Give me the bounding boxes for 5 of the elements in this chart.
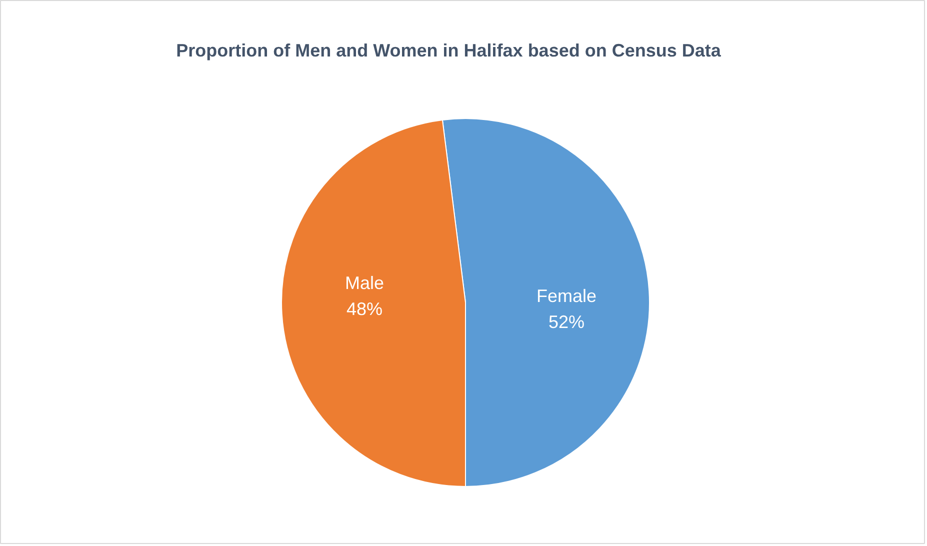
- slice-label: Female: [536, 286, 597, 306]
- chart-title: Proportion of Men and Women in Halifax based on Census Data: [176, 40, 722, 60]
- data-label: 52%: [548, 312, 585, 332]
- data-label: 48%: [346, 299, 383, 320]
- slice-label: Male: [344, 273, 384, 294]
